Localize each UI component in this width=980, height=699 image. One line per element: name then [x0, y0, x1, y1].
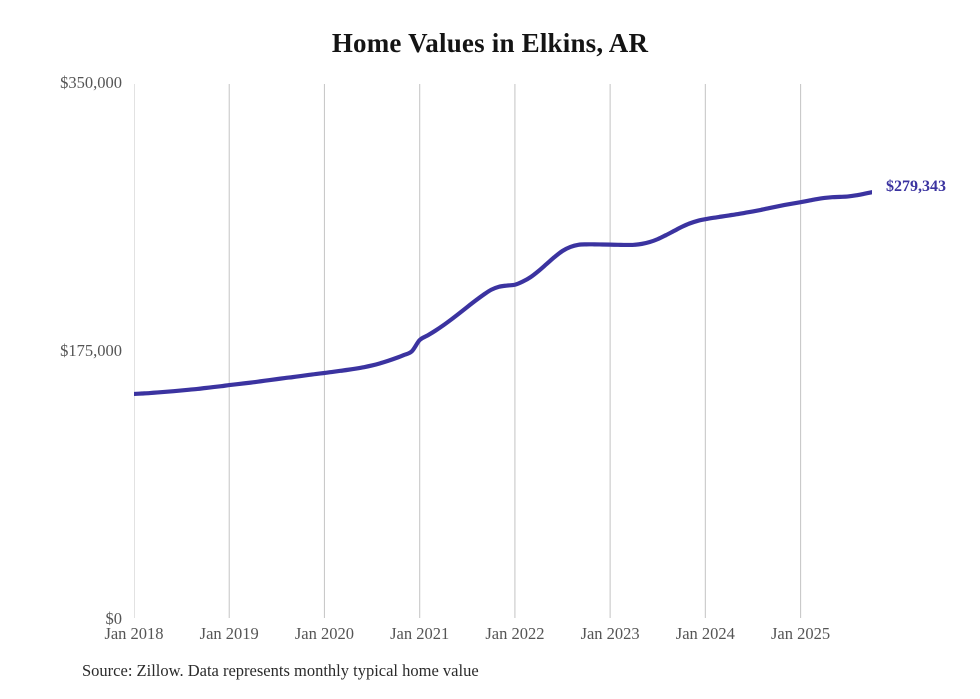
x-tick-label: Jan 2019	[199, 624, 259, 643]
y-tick-label: $0	[105, 609, 123, 628]
line-chart-svg	[134, 84, 872, 618]
x-tick-label: Jan 2020	[294, 624, 354, 643]
x-tick-label: Jan 2024	[675, 624, 735, 643]
home-value-line	[134, 190, 872, 397]
x-tick-label: Jan 2021	[390, 624, 450, 643]
end-value-annotation: $279,343	[886, 178, 946, 196]
chart-title: Home Values in Elkins, AR	[331, 28, 649, 58]
y-tick-label: $350,000	[60, 73, 122, 92]
plot-area	[134, 84, 872, 620]
x-tick-label: Jan 2025	[771, 624, 831, 643]
source-note: Source: Zillow. Data represents monthly …	[82, 661, 479, 680]
x-tick-label: Jan 2018	[104, 624, 164, 643]
y-tick-label: $175,000	[60, 341, 122, 360]
x-tick-label: Jan 2022	[485, 624, 545, 643]
x-tick-label: Jan 2023	[580, 624, 640, 643]
gridlines	[134, 84, 802, 618]
